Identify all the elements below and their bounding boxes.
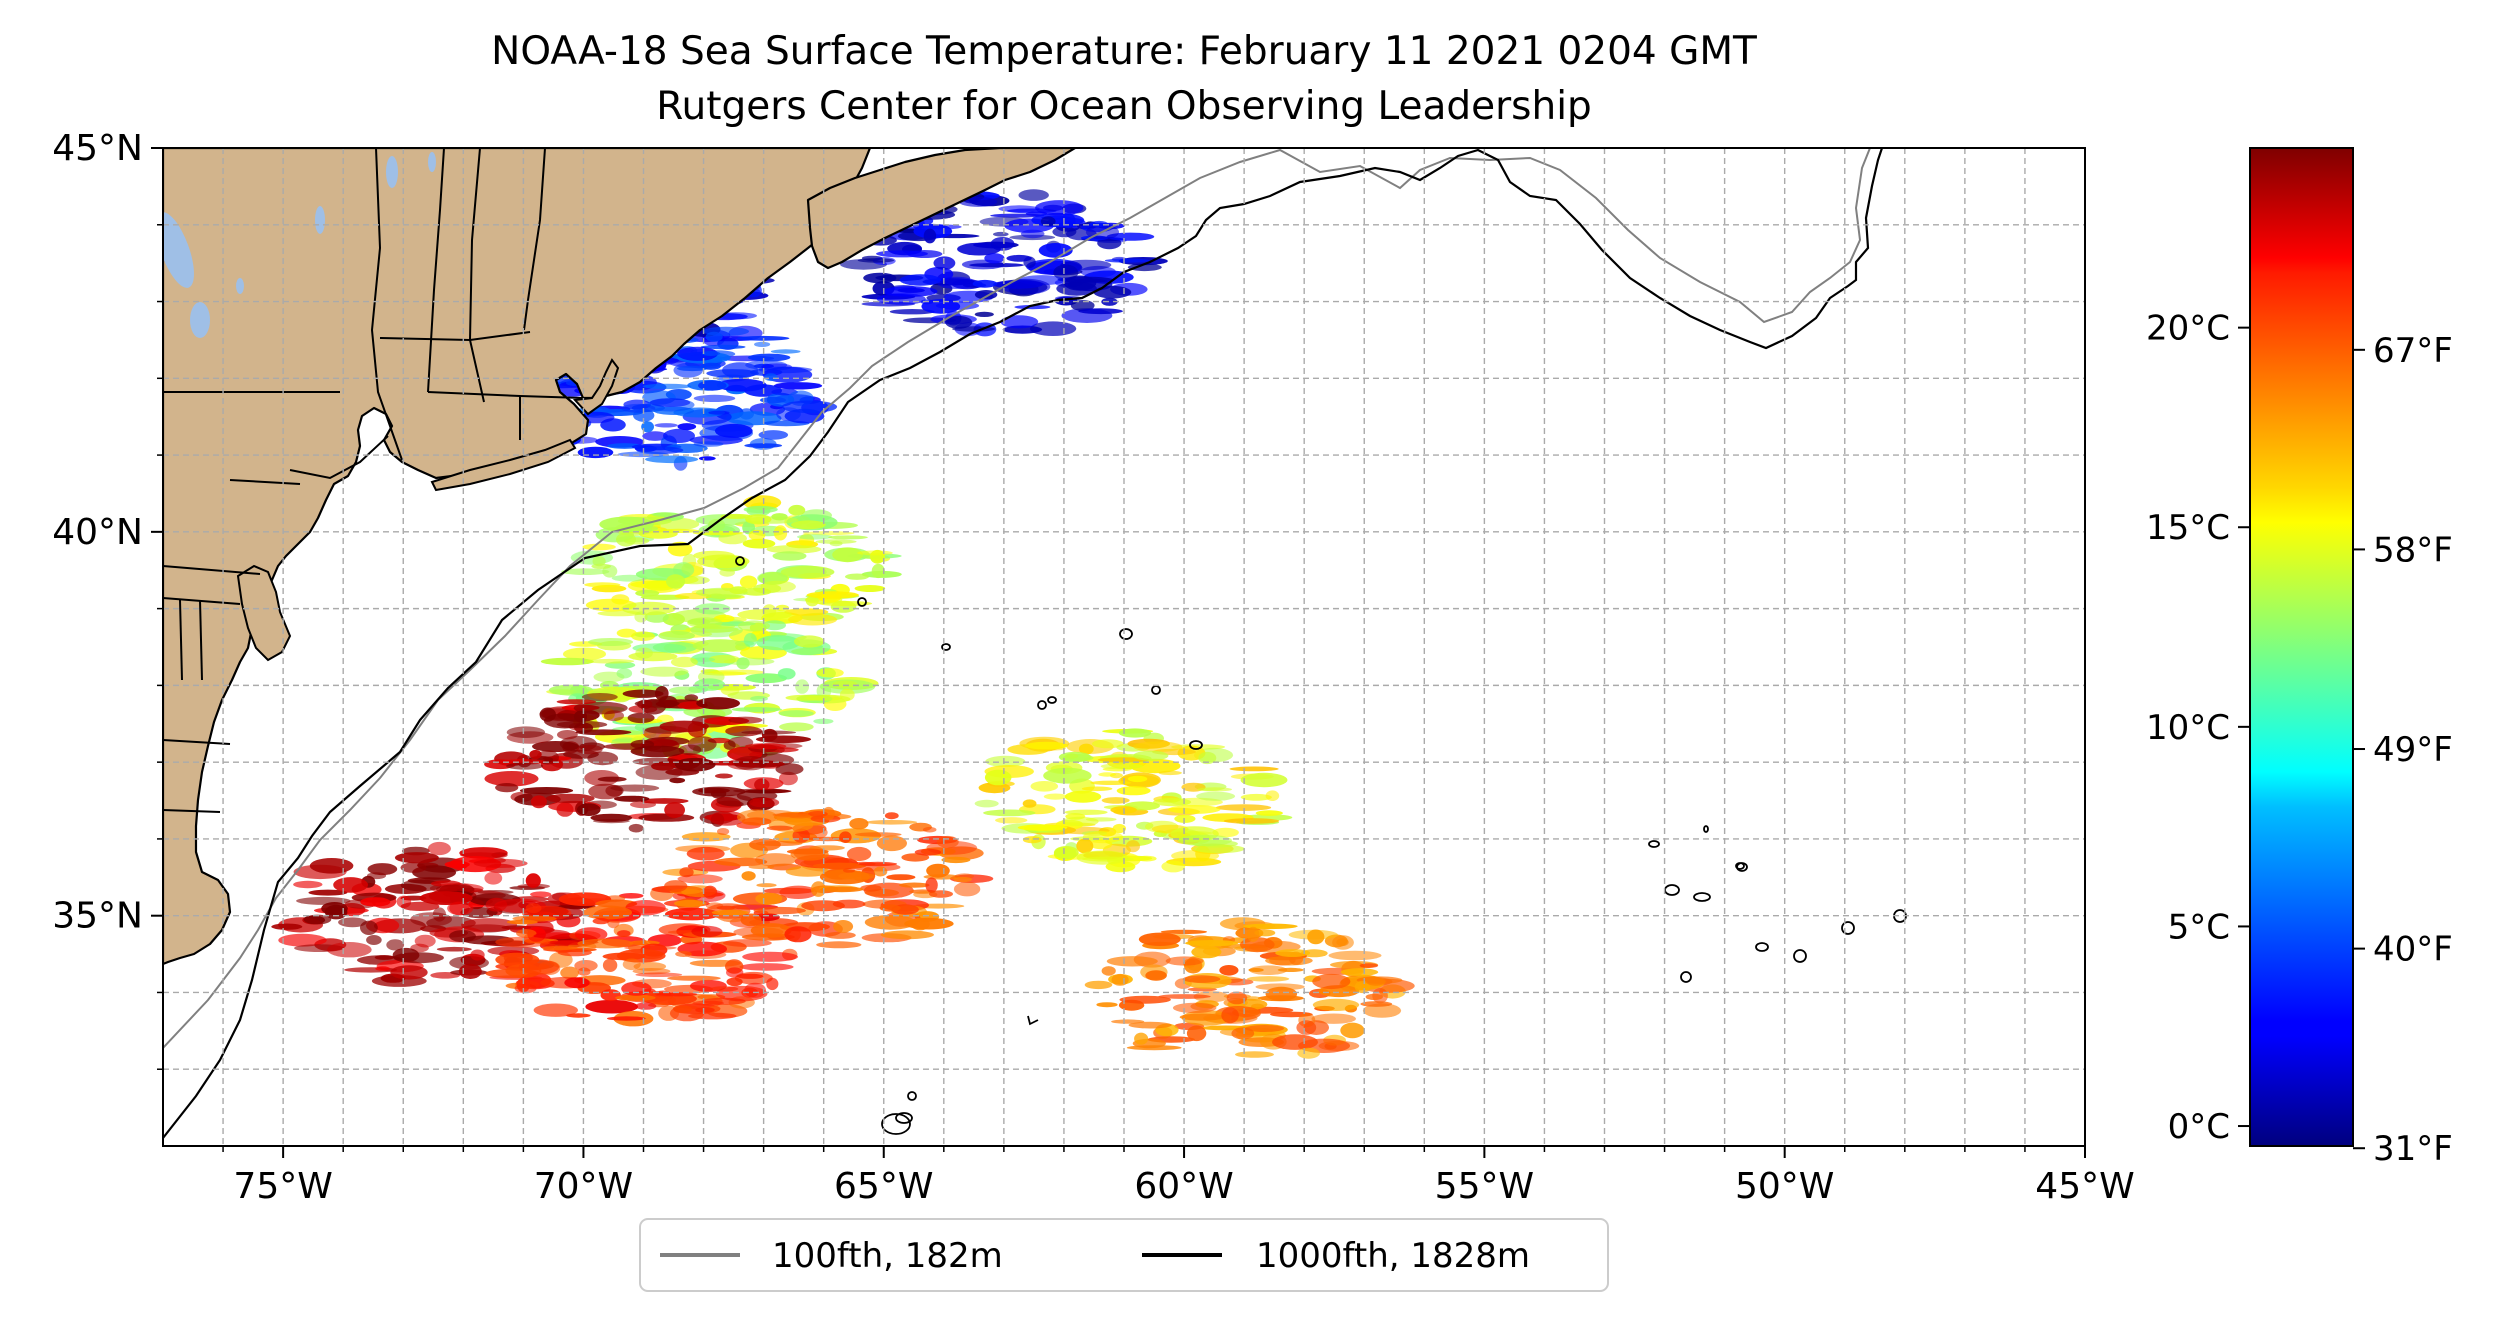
legend-box <box>639 1218 1609 1292</box>
title-line-2: Rutgers Center for Ocean Observing Leade… <box>656 84 1592 129</box>
sst-patch <box>974 728 1293 873</box>
long-island <box>430 438 577 492</box>
colorbar-fahrenheit-label: 31°F <box>2373 1129 2453 1169</box>
x-tick-label: 55°W <box>1435 1166 1534 1207</box>
sst-patch <box>1084 917 1415 1059</box>
x-tick-label: 70°W <box>534 1166 633 1207</box>
title-line-1: NOAA-18 Sea Surface Temperature: Februar… <box>491 29 1757 74</box>
colorbar-celsius-label: 0°C <box>2168 1107 2230 1147</box>
colorbar-ticks: 0°C 5°C 10°C 15°C 20°C 31°F 40°F 49°F 58°F 67°F <box>2146 309 2453 1170</box>
graticule <box>163 148 2085 1146</box>
delmarva-peninsula <box>236 564 292 662</box>
map-axis-ticks: 75°W 70°W 65°W 60°W 55°W 50°W 45°W 45°N 40°N 35°N <box>52 128 2134 1207</box>
colorbar-fahrenheit-label: 58°F <box>2373 530 2453 570</box>
us-mainland <box>163 148 872 966</box>
colorbar-celsius-label: 20°C <box>2146 309 2230 349</box>
contour-legend: 100fth, 182m 1000fth, 1828m <box>639 1218 1609 1292</box>
colorbar-celsius-label: 15°C <box>2146 508 2230 548</box>
x-tick-label: 60°W <box>1134 1166 1233 1207</box>
colorbar-fahrenheit-label: 67°F <box>2373 331 2453 371</box>
contour-100fth <box>163 148 1871 1049</box>
land-layer <box>163 148 1077 966</box>
colorbar-fahrenheit-label: 40°F <box>2373 930 2453 970</box>
y-tick-label: 35°N <box>52 896 143 937</box>
x-tick-label: 75°W <box>233 1166 332 1207</box>
colorbar-gradient <box>2249 147 2354 1147</box>
sst-patch <box>271 841 598 987</box>
sst-patch <box>484 686 812 833</box>
cape-cod <box>572 358 620 416</box>
y-tick-label: 40°N <box>52 512 143 553</box>
colorbar-celsius-label: 10°C <box>2146 708 2230 748</box>
y-tick-label: 45°N <box>52 128 143 169</box>
legend-label-1000fth: 1000fth, 1828m <box>1256 1236 1530 1276</box>
colorbar-fahrenheit-label: 49°F <box>2373 730 2453 770</box>
x-tick-label: 45°W <box>2035 1166 2134 1207</box>
state-borders <box>163 148 584 813</box>
nova-scotia <box>806 148 1077 270</box>
colorbar-celsius-label: 5°C <box>2168 907 2230 947</box>
sst-patch <box>651 806 994 949</box>
x-tick-label: 65°W <box>834 1166 933 1207</box>
map-panel: 75°W 70°W 65°W 60°W 55°W 50°W 45°W 45°N 40°N 35°N <box>52 128 2134 1207</box>
lakes <box>163 152 436 338</box>
contour-1000fth <box>163 148 1884 1139</box>
x-tick-label: 50°W <box>1735 1166 1834 1207</box>
legend-label-100fth: 100fth, 182m <box>772 1236 1003 1276</box>
sst-patch <box>840 189 1168 337</box>
colorbar: 0°C 5°C 10°C 15°C 20°C 31°F 40°F 49°F 58°F 67°F <box>2146 147 2453 1170</box>
